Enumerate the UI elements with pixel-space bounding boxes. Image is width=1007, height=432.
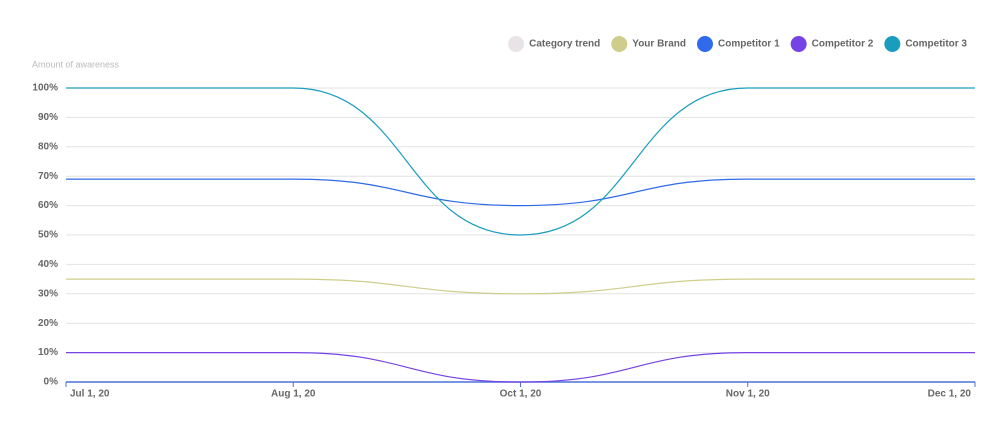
y-tick-label: 20% xyxy=(38,318,58,329)
x-tick-label: Nov 1, 20 xyxy=(726,389,770,400)
x-tick-label: Oct 1, 20 xyxy=(500,389,542,400)
legend-swatch xyxy=(696,36,713,52)
y-axis-label: Amount of awareness xyxy=(32,59,120,69)
y-tick-label: 90% xyxy=(38,112,58,123)
y-tick-label: 50% xyxy=(38,230,58,241)
x-tick-label: Aug 1, 20 xyxy=(271,389,316,400)
y-tick-label: 100% xyxy=(32,83,58,94)
legend-swatch xyxy=(790,36,807,52)
legend-label: Your Brand xyxy=(632,39,686,50)
x-tick-label: Jul 1, 20 xyxy=(70,389,110,400)
series-line xyxy=(66,352,975,383)
legend-swatch xyxy=(508,36,525,52)
series-line xyxy=(65,87,975,236)
y-tick-label: 30% xyxy=(38,288,58,299)
y-tick-label: 60% xyxy=(38,200,58,211)
legend-label: Category trend xyxy=(529,39,600,50)
series-line xyxy=(65,178,975,207)
y-tick-label: 80% xyxy=(38,141,58,152)
y-tick-label: 70% xyxy=(38,171,58,182)
legend-swatch xyxy=(884,36,901,52)
y-tick-label: 40% xyxy=(38,259,58,270)
legend-label: Competitor 3 xyxy=(905,39,967,50)
legend-swatch xyxy=(611,36,628,52)
legend-label: Competitor 1 xyxy=(718,39,780,50)
y-tick-label: 10% xyxy=(38,347,58,358)
y-tick-label: 0% xyxy=(44,377,59,388)
x-tick-label: Dec 1, 20 xyxy=(928,389,972,400)
legend-label: Competitor 2 xyxy=(812,39,874,50)
series-line xyxy=(66,278,975,295)
